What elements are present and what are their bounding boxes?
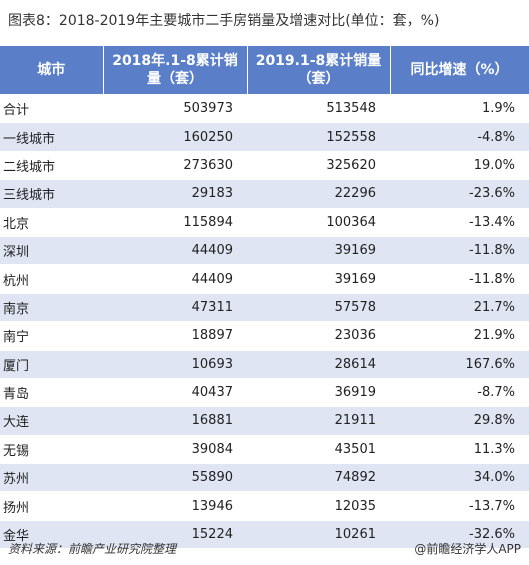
cell: 39169: [247, 235, 390, 265]
cell: 29.8%: [390, 406, 529, 436]
cell: 28614: [247, 349, 390, 379]
brand: @前瞻经济学人APP: [414, 542, 521, 556]
cell: -4.8%: [390, 122, 529, 152]
city-cell: 大连: [0, 406, 103, 436]
table-row: 无锡 39084 43501 11.3%: [0, 434, 529, 464]
cell: 40437: [103, 377, 247, 407]
city-cell: 一线城市: [0, 122, 103, 152]
city-cell: 二线城市: [0, 150, 103, 180]
table-row: 南京 47311 57578 21.7%: [0, 292, 529, 322]
table-row: 二线城市 273630 325620 19.0%: [0, 150, 529, 180]
cell: 43501: [247, 434, 390, 464]
cell: -13.7%: [390, 491, 529, 521]
cell: 12035: [247, 491, 390, 521]
cell: 23036: [247, 321, 390, 351]
cell: 273630: [103, 150, 247, 180]
cell: 44409: [103, 235, 247, 265]
column-header: 2018年.1-8累计销量（套）: [103, 46, 248, 95]
city-cell: 无锡: [0, 434, 103, 464]
city-cell: 杭州: [0, 264, 103, 294]
cell: 13946: [103, 491, 247, 521]
cell: 325620: [247, 150, 390, 180]
cell: 19.0%: [390, 150, 529, 180]
cell: 22296: [247, 179, 390, 209]
table-row: 深圳 44409 39169 -11.8%: [0, 235, 529, 265]
cell: -8.7%: [390, 377, 529, 407]
cell: 11.3%: [390, 434, 529, 464]
cell: -23.6%: [390, 179, 529, 209]
city-cell: 南宁: [0, 321, 103, 351]
title: 图表8：2018-2019年主要城市二手房销量及增速对比(单位：套，%): [8, 13, 440, 29]
cell: 44409: [103, 264, 247, 294]
cell: -32.6%: [390, 519, 529, 549]
cell: 15224: [103, 519, 247, 549]
cell: 152558: [247, 122, 390, 152]
cell: 10261: [247, 519, 390, 549]
cell: 74892: [247, 463, 390, 492]
column-header: 2019.1-8累计销量（套）: [247, 46, 391, 95]
cell: 39084: [103, 434, 247, 464]
table-row: 大连 16881 21911 29.8%: [0, 406, 529, 436]
city-cell: 苏州: [0, 463, 103, 492]
column-header: 城市: [0, 46, 104, 95]
table: 城市 2018年.1-8累计销量（套） 2019.1-8累计销量（套） 同比增速（%）…: [0, 46, 529, 549]
header-row: 城市 2018年.1-8累计销量（套） 2019.1-8累计销量（套） 同比增速（%）: [0, 46, 529, 95]
table-row: 一线城市 160250 152558 -4.8%: [0, 122, 529, 152]
table-body: 合计 503973 513548 1.9% 一线城市 160250 152558 -4.8% 二…: [0, 93, 529, 549]
cell: 21911: [247, 406, 390, 436]
cell: 513548: [247, 93, 390, 123]
cell: -11.8%: [390, 264, 529, 294]
cell: 36919: [247, 377, 390, 407]
city-cell: 北京: [0, 207, 103, 237]
cell: 16881: [103, 406, 247, 436]
cell: 55890: [103, 463, 247, 492]
cell: 18897: [103, 321, 247, 351]
cell: 21.9%: [390, 321, 529, 351]
cell: 160250: [103, 122, 247, 152]
column-header: 同比增速（%）: [390, 46, 529, 95]
city-cell: 厦门: [0, 349, 103, 379]
cell: 39169: [247, 264, 390, 294]
table-row: 青岛 40437 36919 -8.7%: [0, 377, 529, 407]
table-row: 合计 503973 513548 1.9%: [0, 93, 529, 123]
city-cell: 深圳: [0, 235, 103, 265]
table-row: 三线城市 29183 22296 -23.6%: [0, 179, 529, 209]
city-cell: 三线城市: [0, 179, 103, 209]
table-row: 扬州 13946 12035 -13.7%: [0, 491, 529, 521]
cell: 10693: [103, 349, 247, 379]
city-cell: 南京: [0, 292, 103, 322]
city-cell: 青岛: [0, 377, 103, 407]
cell: 115894: [103, 207, 247, 237]
table-row: 杭州 44409 39169 -11.8%: [0, 264, 529, 294]
cell: 167.6%: [390, 349, 529, 379]
cell: 47311: [103, 292, 247, 322]
cell: 34.0%: [390, 463, 529, 492]
city-cell: 合计: [0, 93, 103, 123]
city-cell: 扬州: [0, 491, 103, 521]
cell: 29183: [103, 179, 247, 209]
cell: 1.9%: [390, 93, 529, 123]
source: 资料来源：前瞻产业研究院整理: [8, 542, 177, 556]
cell: 100364: [247, 207, 390, 237]
table-row: 金华 15224 10261 -32.6%: [0, 519, 529, 549]
table-row: 北京 115894 100364 -13.4%: [0, 207, 529, 237]
cell: -11.8%: [390, 235, 529, 265]
cell: 21.7%: [390, 292, 529, 322]
cell: 57578: [247, 292, 390, 322]
cell: 503973: [103, 93, 247, 123]
table-row: 南宁 18897 23036 21.9%: [0, 321, 529, 351]
table-row: 苏州 55890 74892 34.0%: [0, 463, 529, 492]
city-cell: 金华: [0, 519, 103, 549]
cell: -13.4%: [390, 207, 529, 237]
table-row: 厦门 10693 28614 167.6%: [0, 349, 529, 379]
